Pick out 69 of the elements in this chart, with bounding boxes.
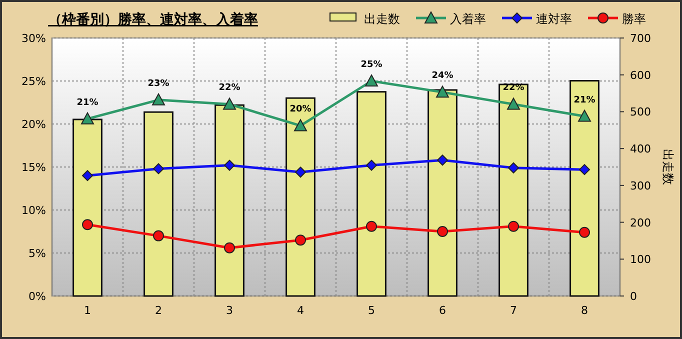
y-tick-label: 30% — [22, 32, 46, 45]
bar — [570, 80, 600, 297]
point — [81, 112, 94, 124]
data-label: 25% — [360, 60, 382, 70]
point — [152, 93, 165, 106]
y-tick-label: 5% — [28, 247, 46, 260]
bar — [498, 84, 528, 297]
chart-title: （枠番別）勝率、連対率、入着率 — [48, 11, 258, 28]
point — [579, 164, 590, 176]
point — [82, 170, 93, 182]
x-tick-label: 8 — [581, 304, 588, 317]
data-label: 21% — [76, 98, 98, 108]
data-label: 22% — [502, 83, 524, 94]
point — [366, 220, 377, 232]
point — [366, 160, 377, 171]
data-label: 23% — [148, 78, 170, 89]
point — [224, 160, 235, 171]
y2-tick-label: 0 — [630, 290, 637, 303]
bar — [428, 89, 458, 297]
y-tick-label: 25% — [22, 75, 46, 88]
point — [365, 74, 378, 86]
point — [578, 110, 591, 122]
point — [507, 98, 520, 110]
point — [224, 242, 235, 254]
y2-tick-label: 400 — [630, 142, 651, 156]
point — [153, 163, 164, 174]
point — [508, 162, 519, 174]
data-label: 20% — [290, 104, 312, 115]
point — [437, 226, 448, 237]
legend-label: 連対率 — [536, 12, 572, 26]
bar — [356, 91, 386, 297]
bar — [286, 97, 316, 297]
bar — [214, 104, 244, 297]
y-tick-label: 15% — [22, 161, 46, 174]
point — [295, 234, 306, 246]
x-tick-label: 6 — [439, 304, 446, 317]
legend-label: 入着率 — [450, 12, 486, 26]
data-label: 21% — [574, 95, 596, 106]
x-tick-label: 5 — [368, 304, 375, 317]
point — [579, 226, 590, 238]
point — [508, 220, 519, 232]
point — [294, 119, 307, 132]
point — [223, 98, 236, 110]
point — [153, 230, 164, 242]
x-tick-label: 1 — [84, 304, 91, 317]
data-label: 24% — [432, 71, 454, 82]
y2-tick-label: 200 — [630, 216, 651, 230]
y-tick-label: 0% — [28, 290, 46, 303]
y-tick-label: 20% — [22, 118, 46, 131]
x-tick-label: 4 — [297, 304, 304, 317]
legend-label: 勝率 — [622, 12, 646, 26]
point — [82, 219, 93, 230]
data-label: 22% — [218, 83, 240, 94]
legend-label: 出走数 — [364, 12, 400, 26]
bar — [72, 118, 102, 297]
bar — [144, 111, 174, 297]
y2-tick-label: 700 — [630, 32, 651, 45]
y2-tick-label: 600 — [630, 68, 651, 82]
y2-tick-label: 100 — [630, 253, 651, 266]
point — [437, 154, 448, 166]
x-tick-label: 3 — [226, 304, 233, 317]
x-tick-label: 7 — [510, 304, 517, 317]
y2-axis-title: 出走数 — [661, 149, 675, 185]
y2-tick-label: 300 — [630, 179, 651, 192]
point — [295, 166, 306, 178]
y2-tick-label: 500 — [630, 106, 651, 119]
x-tick-label: 2 — [155, 304, 162, 317]
y-tick-label: 10% — [22, 204, 46, 217]
point — [436, 86, 449, 98]
